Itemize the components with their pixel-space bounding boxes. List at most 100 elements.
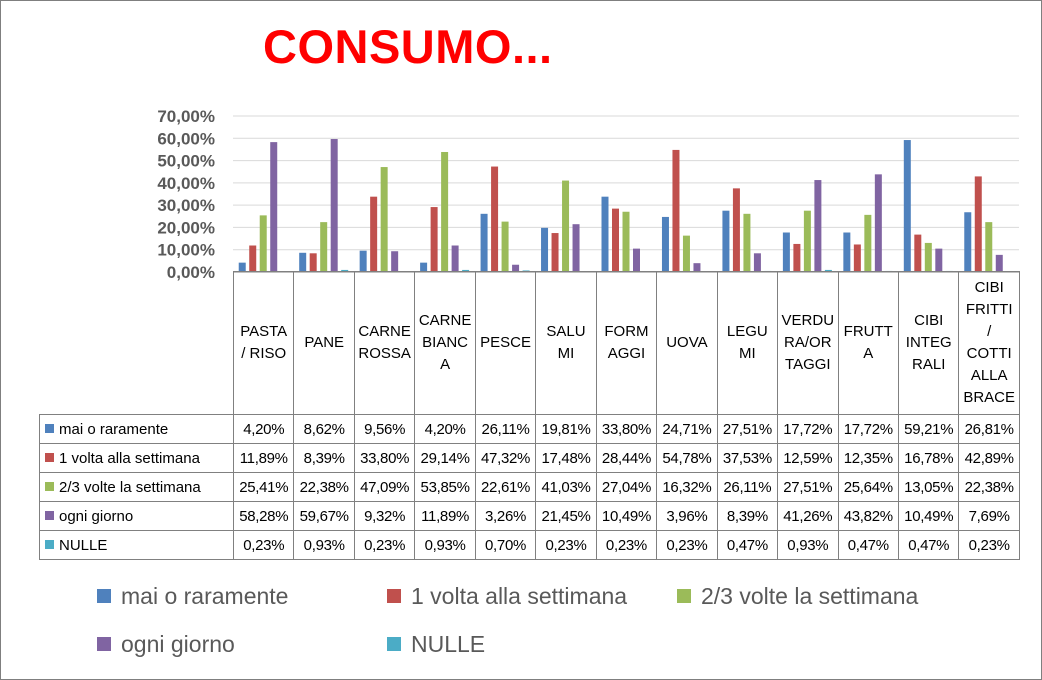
y-tick-label: 60,00% bbox=[157, 129, 215, 148]
data-label: 47,09% bbox=[353, 472, 416, 502]
category-label: SALU MI bbox=[535, 271, 597, 415]
data-label: 59,21% bbox=[897, 414, 960, 444]
bar bbox=[622, 211, 630, 272]
bar bbox=[341, 269, 349, 272]
data-label: 16,78% bbox=[897, 443, 960, 473]
legend-swatch-icon bbox=[387, 637, 401, 651]
data-label: 10,49% bbox=[595, 501, 658, 531]
bar bbox=[693, 263, 701, 272]
series-name: 2/3 volte la settimana bbox=[59, 478, 201, 496]
data-label: 17,48% bbox=[535, 443, 597, 473]
data-label: 19,81% bbox=[535, 414, 597, 444]
data-label: 22,38% bbox=[293, 472, 355, 502]
series-name: ogni giorno bbox=[59, 507, 134, 525]
data-label: 37,53% bbox=[716, 443, 779, 473]
data-table: PASTA / RISO PANE CARNE ROSSA CARNE BIANC A… bbox=[39, 271, 1020, 560]
data-label: 41,26% bbox=[777, 501, 839, 531]
table-row: 1 volta alla settimana 11,89% 8,39% 33,80% 2… bbox=[39, 443, 1020, 473]
bar bbox=[661, 216, 669, 272]
data-label: 0,70% bbox=[474, 530, 537, 560]
legend-label: 2/3 volte la settimana bbox=[701, 583, 919, 609]
legend-label: 1 volta alla settimana bbox=[411, 583, 628, 609]
data-label: 0,23% bbox=[656, 530, 718, 560]
data-label: 16,32% bbox=[656, 472, 718, 502]
chart-title: CONSUMO... bbox=[263, 20, 553, 73]
table-row: mai o raramente 4,20% 8,62% 9,56% 4,20% 26,11… bbox=[39, 414, 1020, 444]
legend-key-icon bbox=[45, 481, 54, 491]
bar bbox=[249, 245, 257, 272]
legend-key-icon bbox=[45, 539, 54, 549]
category-label: FRUTT A bbox=[837, 271, 899, 415]
legend-swatch-icon bbox=[97, 589, 111, 603]
data-label: 8,62% bbox=[293, 414, 355, 444]
y-tick-label: 50,00% bbox=[157, 152, 215, 171]
data-label: 26,81% bbox=[958, 414, 1020, 444]
data-label: 59,67% bbox=[293, 501, 355, 531]
data-label: 43,82% bbox=[837, 501, 899, 531]
bars bbox=[238, 139, 1014, 272]
data-label: 0,23% bbox=[353, 530, 416, 560]
bar bbox=[824, 269, 832, 272]
y-tick-label: 40,00% bbox=[157, 174, 215, 193]
data-label: 47,32% bbox=[474, 443, 537, 473]
data-label: 27,51% bbox=[716, 414, 779, 444]
data-label: 0,47% bbox=[837, 530, 899, 560]
bar bbox=[320, 222, 328, 272]
bar bbox=[359, 250, 367, 272]
data-label: 0,23% bbox=[535, 530, 597, 560]
bar bbox=[633, 248, 640, 272]
data-label: 28,44% bbox=[595, 443, 658, 473]
bar bbox=[259, 215, 267, 272]
data-label: 54,78% bbox=[656, 443, 718, 473]
series-row-header: 2/3 volte la settimana bbox=[39, 472, 234, 502]
data-label: 58,28% bbox=[232, 501, 295, 531]
bar bbox=[370, 196, 378, 272]
data-label: 0,23% bbox=[595, 530, 658, 560]
bar bbox=[814, 180, 822, 272]
bar bbox=[562, 180, 570, 272]
data-label: 22,61% bbox=[474, 472, 537, 502]
bar bbox=[682, 235, 690, 272]
series-row-header: ogni giorno bbox=[39, 501, 234, 531]
data-label: 9,32% bbox=[353, 501, 416, 531]
bar bbox=[803, 210, 811, 272]
data-label: 24,71% bbox=[656, 414, 718, 444]
series-name: 1 volta alla settimana bbox=[59, 449, 200, 467]
data-label: 33,80% bbox=[353, 443, 416, 473]
data-label: 12,35% bbox=[837, 443, 899, 473]
bar bbox=[985, 222, 993, 272]
data-label: 25,64% bbox=[837, 472, 899, 502]
data-label: 0,23% bbox=[958, 530, 1020, 560]
legend-item: 2/3 volte la settimana bbox=[677, 583, 918, 610]
y-tick-label: 10,00% bbox=[157, 241, 215, 260]
bar bbox=[612, 208, 619, 272]
category-label: LEGU MI bbox=[716, 271, 779, 415]
data-label: 26,11% bbox=[474, 414, 537, 444]
bar bbox=[843, 232, 851, 272]
bar bbox=[330, 139, 338, 272]
legend-label: ogni giorno bbox=[121, 631, 235, 657]
bar bbox=[722, 210, 730, 272]
legend-swatch-icon bbox=[387, 589, 401, 603]
category-label: CIBI INTEG RALI bbox=[897, 271, 960, 415]
data-label: 12,59% bbox=[777, 443, 839, 473]
category-label: CARNE ROSSA bbox=[353, 271, 416, 415]
category-label: CIBI FRITTI / COTTI ALLA BRACE bbox=[958, 271, 1020, 415]
table-corner bbox=[40, 272, 234, 415]
bar bbox=[270, 142, 278, 272]
bar bbox=[974, 176, 982, 272]
category-row: PASTA / RISO PANE CARNE ROSSA CARNE BIANC A… bbox=[40, 271, 1020, 415]
data-label: 22,38% bbox=[958, 472, 1020, 502]
bar bbox=[864, 214, 872, 272]
category-label: PESCE bbox=[474, 271, 537, 415]
y-tick-label: 70,00% bbox=[157, 107, 215, 126]
bar bbox=[491, 166, 499, 272]
bar bbox=[420, 262, 428, 272]
data-label: 9,56% bbox=[353, 414, 416, 444]
legend-swatch-icon bbox=[97, 637, 111, 651]
data-label: 8,39% bbox=[293, 443, 355, 473]
bar bbox=[541, 227, 549, 272]
bar bbox=[480, 213, 488, 272]
data-label: 0,93% bbox=[777, 530, 839, 560]
